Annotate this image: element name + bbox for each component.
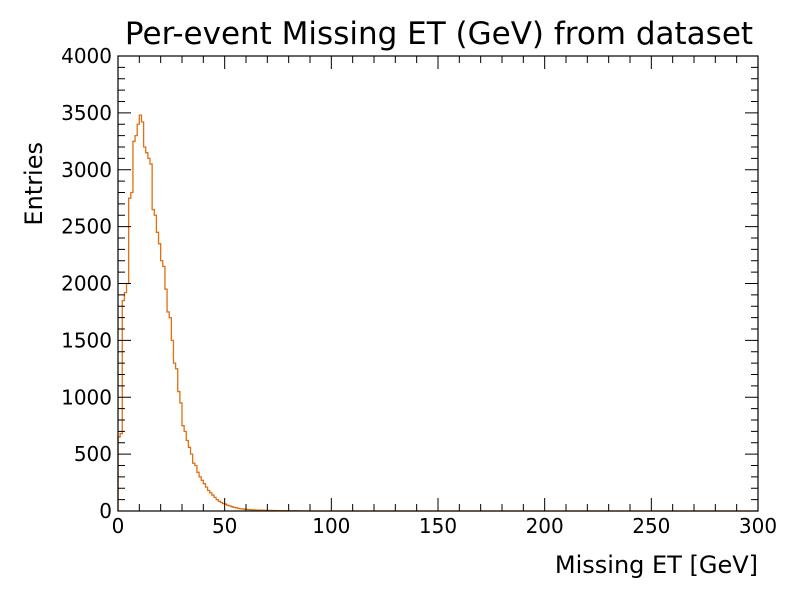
x-tick-label: 150 bbox=[419, 514, 457, 538]
histogram-series-line-0 bbox=[117, 114, 758, 512]
x-tick-label: 250 bbox=[632, 514, 670, 538]
chart-title: Per-event Missing ET (GeV) from dataset bbox=[125, 16, 753, 52]
x-tick-label: 50 bbox=[212, 514, 237, 538]
x-tick-label: 200 bbox=[526, 514, 564, 538]
y-tick-label: 0 bbox=[99, 499, 112, 523]
x-tick-label: 100 bbox=[312, 514, 350, 538]
plot-area: 0 50 100 150 200 250 3000500100015002000250030… bbox=[61, 44, 777, 538]
y-tick-label: 2500 bbox=[61, 215, 112, 239]
y-tick-label: 500 bbox=[74, 442, 112, 466]
y-axis-label: Entries bbox=[20, 142, 48, 226]
y-tick-label: 3500 bbox=[61, 101, 112, 125]
x-axis-label: Missing ET [GeV] bbox=[555, 551, 758, 579]
y-tick-label: 4000 bbox=[61, 44, 112, 68]
y-tick-label: 3000 bbox=[61, 158, 112, 182]
x-tick-label: 300 bbox=[739, 514, 777, 538]
y-tick-label: 1000 bbox=[61, 385, 112, 409]
x-tick-label: 0 bbox=[112, 514, 125, 538]
y-tick-label: 1500 bbox=[61, 328, 112, 352]
y-tick-label: 2000 bbox=[61, 272, 112, 296]
plot-frame bbox=[117, 55, 759, 512]
